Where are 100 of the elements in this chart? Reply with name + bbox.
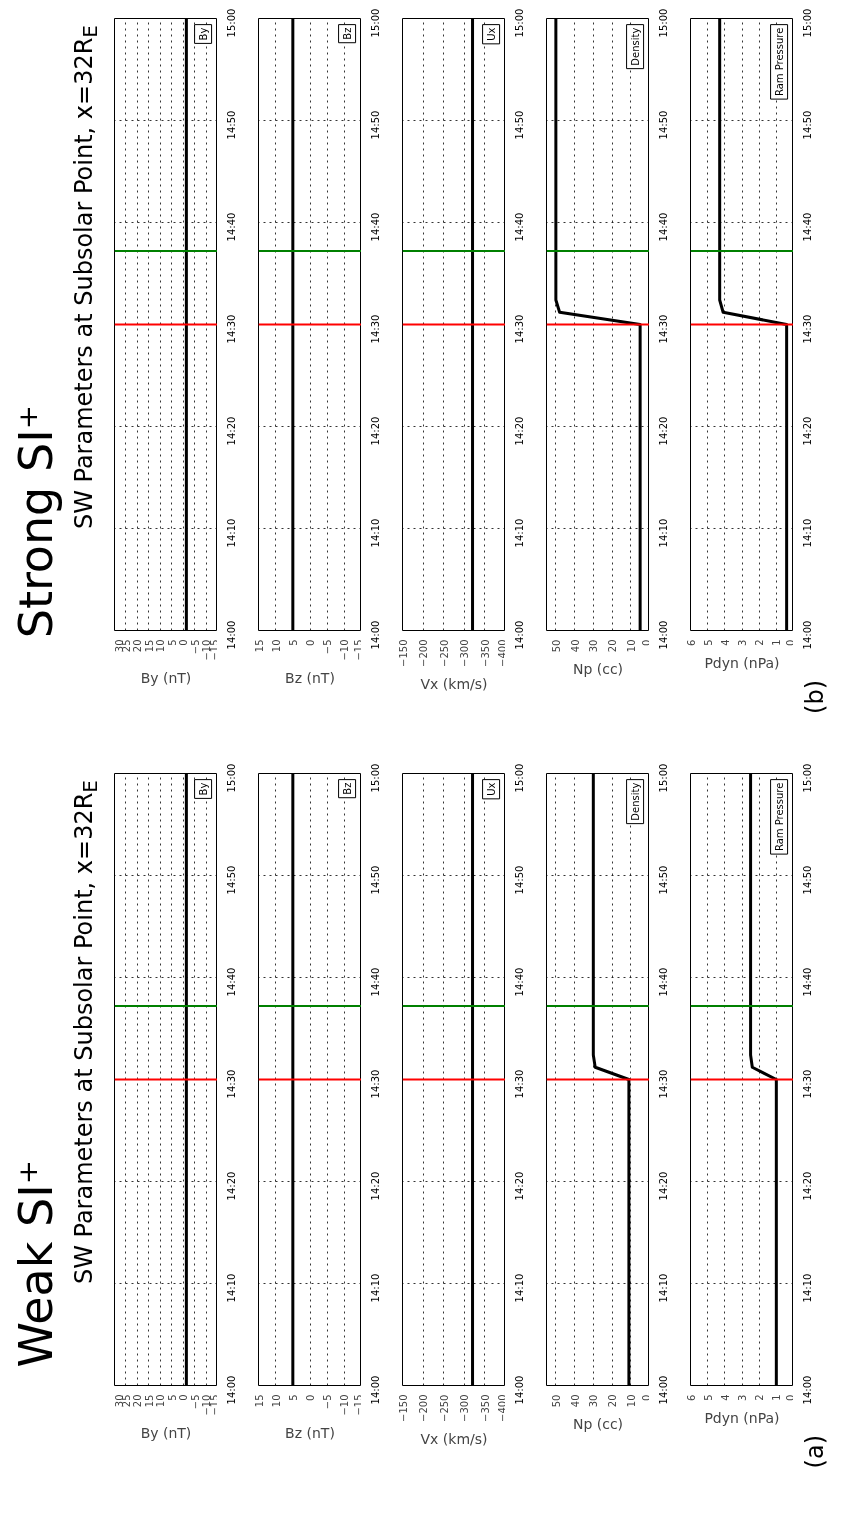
text: Density: [629, 27, 641, 66]
y-tick-label: 14:00: [225, 620, 237, 650]
text: Bz: [341, 27, 353, 40]
y-tick-label: 15:00: [225, 763, 237, 793]
x-tick-label: 1: [771, 1394, 783, 1401]
y-tick-label: 14:50: [369, 865, 381, 895]
x-tick-label: 0: [640, 639, 652, 646]
y-tick-label: 14:40: [369, 212, 381, 242]
y-tick-label: 14:40: [225, 967, 237, 997]
x-tick-label: 0: [640, 1394, 652, 1401]
y-tick-label: 14:50: [801, 865, 813, 895]
x-tick-label: 10: [155, 1394, 167, 1408]
x-tick-label: 4: [719, 1394, 731, 1401]
x-axis-title: Pdyn (nPa): [704, 654, 780, 671]
y-tick-label: 14:00: [801, 620, 813, 650]
y-tick-label: 14:30: [225, 314, 237, 344]
text: (b): [801, 680, 829, 714]
x-tick-label: 0: [178, 1394, 190, 1401]
x-tick-label: −15: [352, 1394, 364, 1416]
y-tick-label: 14:40: [801, 967, 813, 997]
x-tick-label: 0: [178, 639, 190, 646]
x-tick-label: −350: [479, 1394, 491, 1422]
y-tick-label: 14:40: [225, 212, 237, 242]
text: Ram Pressure: [773, 27, 785, 97]
y-tick-label: 14:30: [513, 314, 525, 344]
y-tick-label: 14:00: [369, 1375, 381, 1405]
y-tick-label: 14:40: [657, 212, 669, 242]
x-tick-label: 0: [305, 639, 316, 646]
x-tick-label: 30: [588, 639, 600, 653]
x-tick-label: 40: [569, 1394, 581, 1408]
y-tick-label: 14:20: [513, 416, 525, 446]
y-tick-label: 14:30: [657, 314, 669, 344]
text: Ram Pressure: [773, 782, 785, 852]
x-tick-label: 3: [737, 1394, 748, 1401]
x-tick-label: 1: [771, 639, 783, 646]
x-tick-label: 15: [143, 639, 155, 653]
x-tick-label: 15: [143, 1394, 155, 1408]
x-tick-label: −250: [438, 1394, 450, 1422]
y-tick-label: 14:50: [657, 865, 669, 895]
y-tick-label: 15:00: [657, 8, 669, 38]
x-axis-title: By (nT): [140, 1424, 192, 1441]
x-tick-label: 5: [166, 1394, 178, 1401]
x-tick-label: 5: [287, 1394, 299, 1401]
x-axis-title: Bz (nT): [285, 1424, 335, 1441]
x-axis-title: Vx (km/s): [420, 1430, 488, 1447]
x-tick-label: 10: [270, 1394, 282, 1408]
y-tick-label: 14:10: [657, 518, 669, 548]
y-tick-label: 14:30: [225, 1069, 237, 1099]
x-tick-label: 20: [607, 1394, 619, 1408]
x-tick-label: 6: [685, 639, 697, 646]
x-tick-label: −200: [418, 1394, 430, 1422]
x-tick-label: 50: [550, 639, 562, 653]
y-tick-label: 15:00: [369, 8, 381, 38]
y-tick-label: 14:20: [801, 1171, 813, 1201]
x-tick-label: 10: [155, 639, 167, 653]
x-tick-label: 40: [569, 639, 581, 653]
text: By: [197, 782, 209, 796]
y-tick-label: 14:00: [225, 1375, 237, 1405]
x-tick-label: −5: [189, 639, 201, 655]
x-tick-label: 0: [784, 639, 796, 646]
text: Bz: [341, 782, 353, 795]
y-tick-label: 15:00: [225, 8, 237, 38]
y-tick-label: 15:00: [801, 8, 813, 38]
y-tick-label: 14:40: [513, 212, 525, 242]
x-tick-label: 20: [607, 639, 619, 653]
y-tick-label: 14:30: [657, 1069, 669, 1099]
y-tick-label: 14:50: [513, 865, 525, 895]
x-tick-label: 10: [625, 639, 637, 653]
text: Ux: [485, 27, 497, 41]
y-tick-label: 14:30: [801, 1069, 813, 1099]
x-tick-label: −5: [189, 1394, 201, 1410]
x-tick-label: −150: [397, 1394, 409, 1422]
x-tick-label: −5: [322, 639, 334, 655]
x-axis-title: Np (cc): [572, 661, 624, 678]
x-tick-label: −400: [496, 1394, 508, 1422]
y-tick-label: 14:00: [513, 1375, 525, 1405]
text: Density: [629, 782, 641, 821]
x-tick-label: 2: [754, 639, 766, 646]
text: (a): [801, 1435, 829, 1469]
x-tick-label: −300: [459, 639, 471, 667]
y-tick-label: 14:40: [513, 967, 525, 997]
x-axis-title: Bz (nT): [285, 669, 335, 686]
y-tick-label: 14:20: [657, 416, 669, 446]
x-tick-label: 30: [588, 1394, 600, 1408]
y-tick-label: 14:50: [801, 110, 813, 140]
x-tick-label: −5: [322, 1394, 334, 1410]
x-tick-label: −200: [418, 639, 430, 667]
y-tick-label: 14:10: [369, 1273, 381, 1303]
y-tick-label: 14:50: [225, 865, 237, 895]
y-tick-label: 14:30: [369, 1069, 381, 1099]
y-tick-label: 14:20: [801, 416, 813, 446]
x-tick-label: −10: [339, 1394, 351, 1416]
y-tick-label: 14:10: [657, 1273, 669, 1303]
y-tick-label: 14:50: [369, 110, 381, 140]
x-tick-label: 2: [754, 1394, 766, 1401]
x-axis-title: Vx (km/s): [420, 675, 488, 692]
x-tick-label: 5: [287, 639, 299, 646]
y-tick-label: 15:00: [513, 763, 525, 793]
y-tick-label: 14:00: [801, 1375, 813, 1405]
y-tick-label: 14:10: [225, 518, 237, 548]
